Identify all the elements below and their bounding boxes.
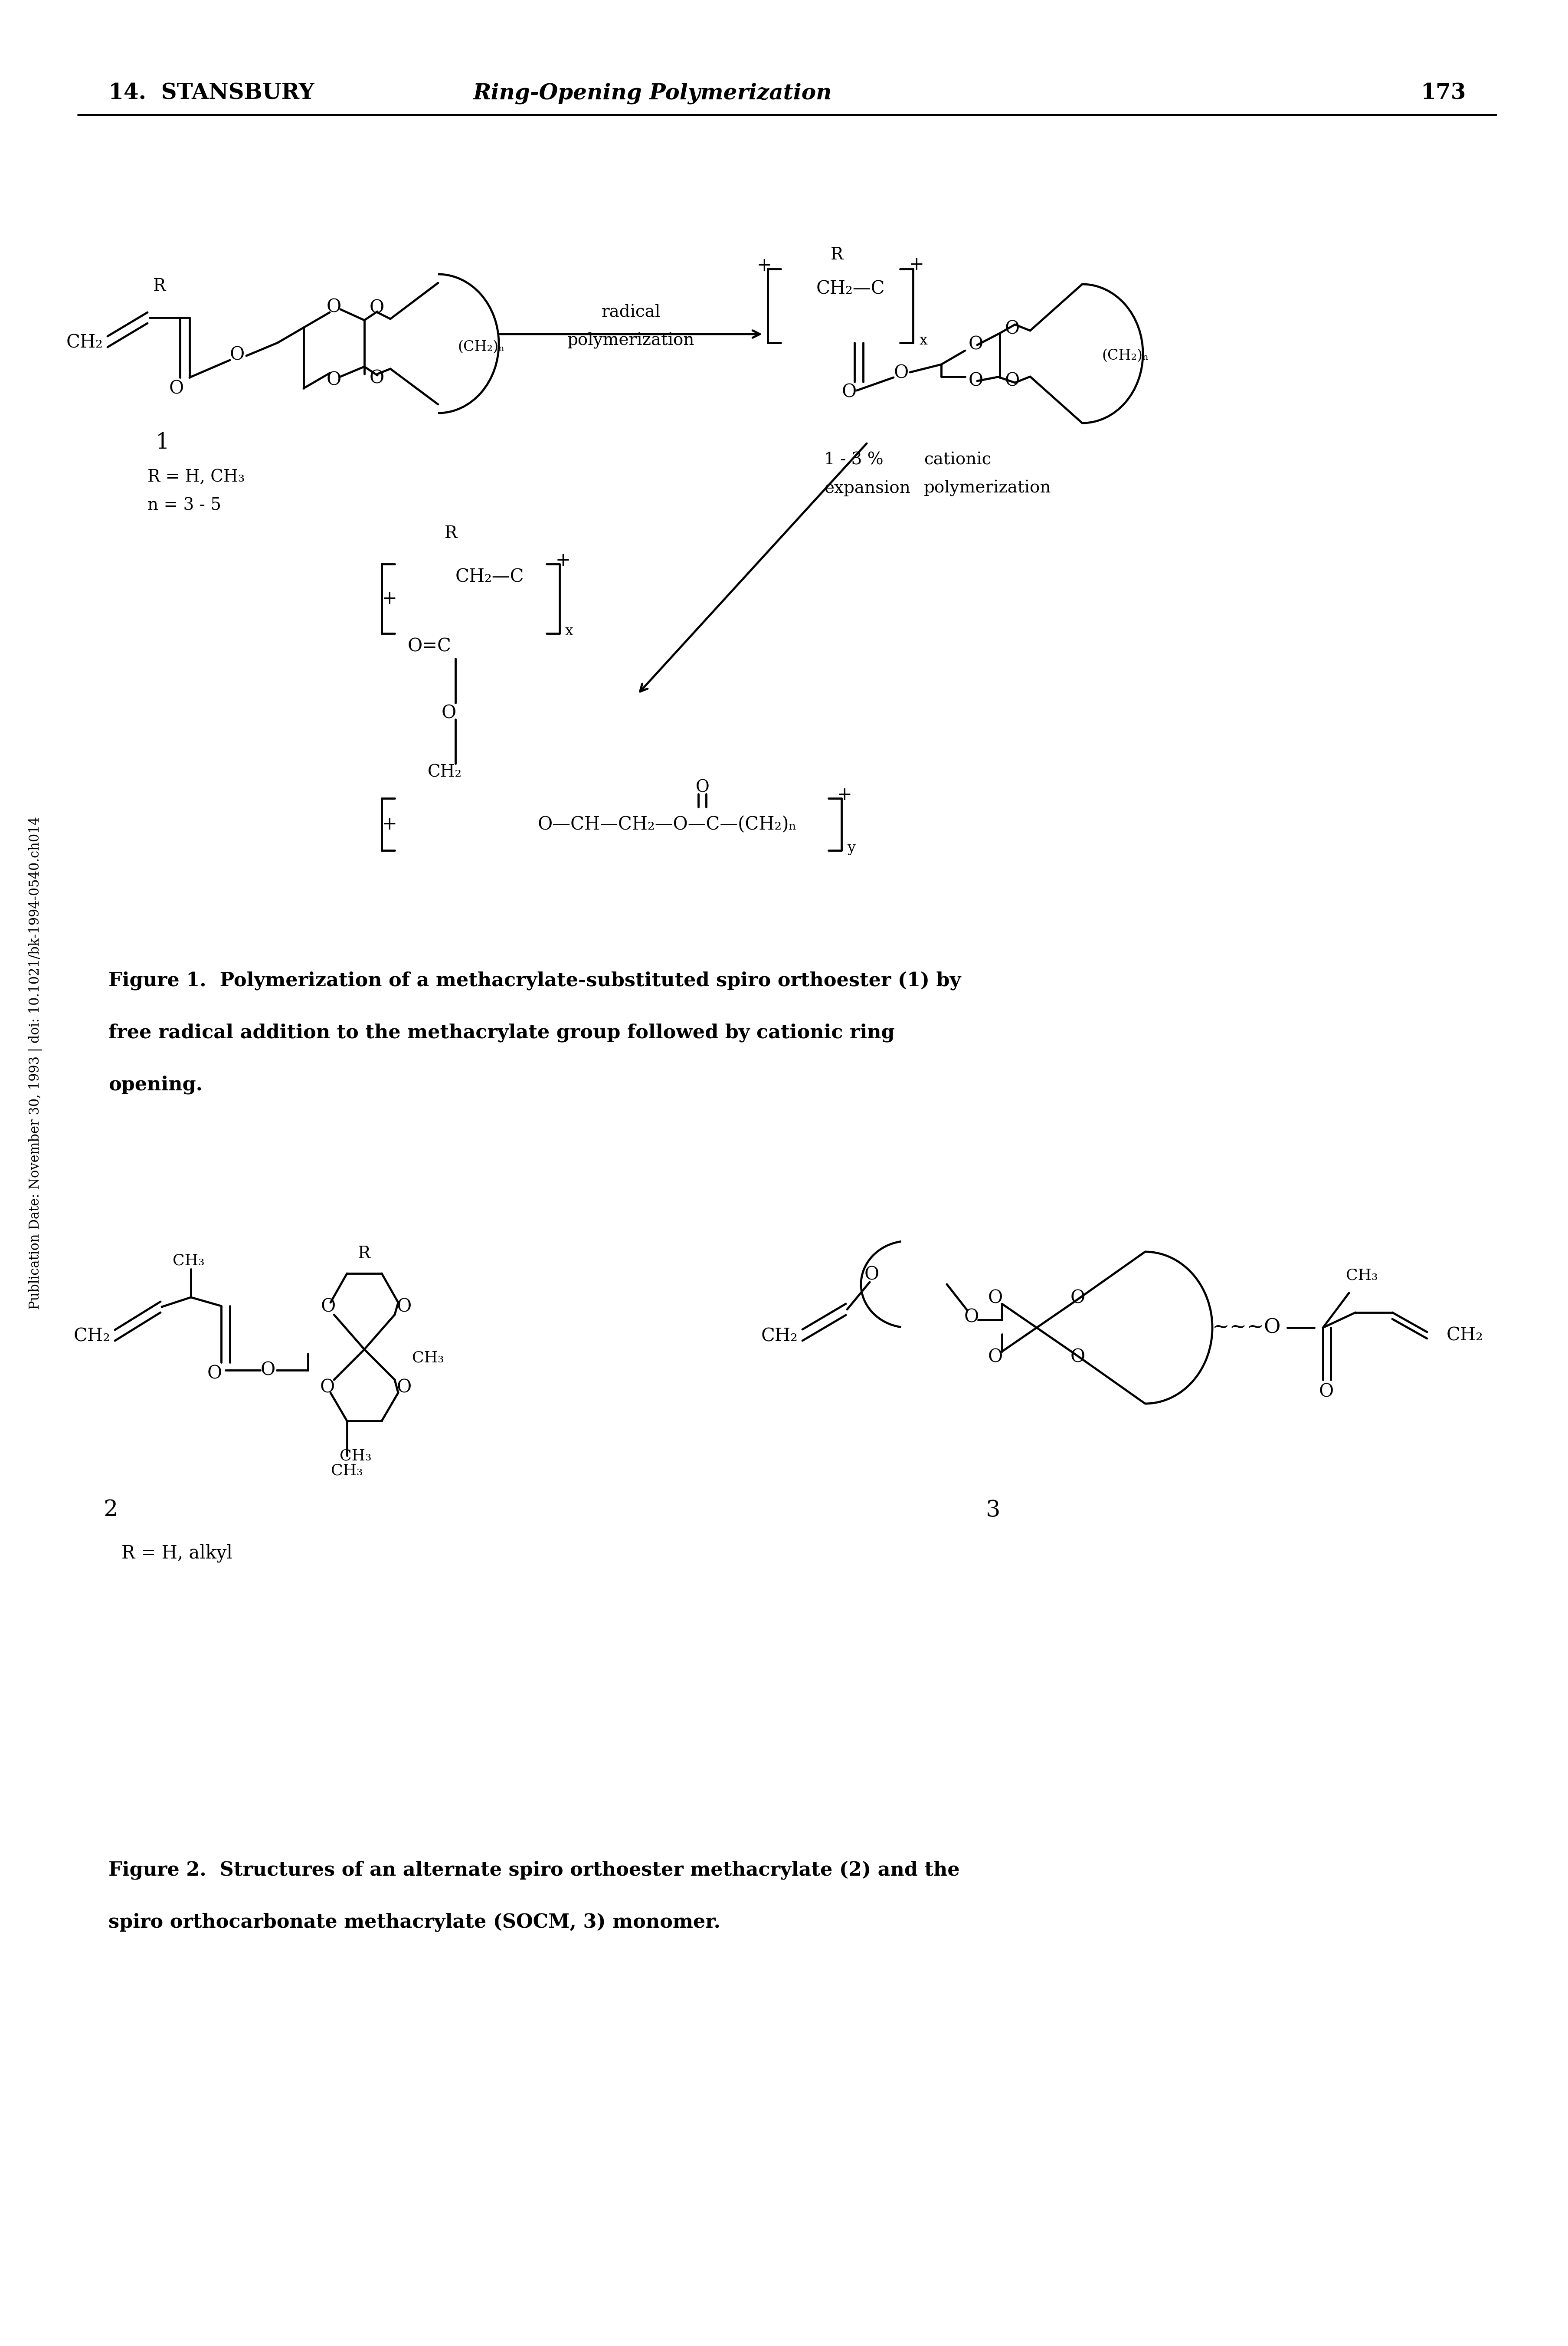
Text: O=C: O=C [408, 638, 452, 655]
Text: +: + [555, 551, 571, 570]
Text: x: x [919, 333, 927, 347]
Text: (CH₂)ₙ: (CH₂)ₙ [458, 340, 505, 354]
Text: 1 - 3 %: 1 - 3 % [823, 453, 883, 467]
Text: O: O [964, 1307, 978, 1325]
Text: O: O [842, 382, 856, 401]
Text: O: O [696, 779, 709, 795]
Text: CH₃: CH₃ [340, 1447, 372, 1464]
Text: CH₂: CH₂ [1446, 1325, 1483, 1344]
Text: CH₃: CH₃ [172, 1253, 204, 1267]
Text: free radical addition to the methacrylate group followed by cationic ring: free radical addition to the methacrylat… [108, 1023, 894, 1042]
Text: O: O [969, 335, 983, 354]
Text: y: y [847, 842, 855, 856]
Text: cationic: cationic [924, 453, 991, 467]
Text: 3: 3 [986, 1499, 1000, 1520]
Text: O: O [207, 1363, 223, 1382]
Text: expansion: expansion [823, 481, 909, 497]
Text: Publication Date: November 30, 1993 | doi: 10.1021/bk-1994-0540.ch014: Publication Date: November 30, 1993 | do… [28, 816, 42, 1309]
Text: +: + [383, 816, 397, 833]
Text: R = H, CH₃: R = H, CH₃ [147, 469, 245, 486]
Text: +: + [837, 786, 851, 805]
Text: O: O [397, 1379, 411, 1396]
Text: O: O [1005, 371, 1019, 389]
Text: O: O [321, 1297, 336, 1316]
Text: O: O [894, 364, 908, 382]
Text: O: O [169, 380, 183, 396]
Text: O: O [397, 1297, 411, 1316]
Text: O: O [1005, 319, 1019, 338]
Text: +: + [909, 256, 924, 274]
Text: n = 3 - 5: n = 3 - 5 [147, 497, 221, 514]
Text: R: R [154, 279, 166, 293]
Text: O: O [1069, 1288, 1085, 1307]
Text: polymerization: polymerization [568, 333, 695, 350]
Text: O: O [988, 1288, 1002, 1307]
Text: R: R [358, 1246, 370, 1262]
Text: +: + [756, 256, 771, 274]
Text: CH₃: CH₃ [412, 1351, 444, 1365]
Text: O: O [260, 1361, 276, 1379]
Text: R = H, alkyl: R = H, alkyl [121, 1544, 232, 1562]
Text: O: O [370, 298, 384, 317]
Text: 1: 1 [155, 432, 169, 453]
Text: Figure 2.  Structures of an alternate spiro orthoester methacrylate (2) and the: Figure 2. Structures of an alternate spi… [108, 1860, 960, 1879]
Text: CH₂—C: CH₂—C [455, 568, 524, 586]
Text: CH₂: CH₂ [74, 1328, 111, 1347]
Text: (CH₂)ₙ: (CH₂)ₙ [1101, 350, 1148, 364]
Text: O: O [969, 371, 983, 389]
Text: radical: radical [602, 305, 660, 321]
Text: O: O [326, 371, 342, 389]
Text: O: O [1069, 1349, 1085, 1365]
Text: ~~~O: ~~~O [1212, 1318, 1281, 1337]
Text: x: x [564, 624, 574, 638]
Text: 173: 173 [1421, 82, 1466, 103]
Text: 2: 2 [103, 1499, 118, 1520]
Text: O: O [988, 1349, 1002, 1365]
Text: +: + [383, 589, 397, 608]
Text: O—CH—CH₂—O—C—(CH₂)ₙ: O—CH—CH₂—O—C—(CH₂)ₙ [538, 816, 797, 833]
Text: CH₂: CH₂ [66, 333, 103, 352]
Text: spiro orthocarbonate methacrylate (SOCM, 3) monomer.: spiro orthocarbonate methacrylate (SOCM,… [108, 1912, 720, 1931]
Text: CH₃: CH₃ [1345, 1269, 1378, 1283]
Text: O: O [326, 298, 342, 317]
Text: CH₂: CH₂ [428, 765, 461, 781]
Text: O: O [441, 704, 456, 723]
Text: O: O [230, 345, 245, 364]
Text: CH₃: CH₃ [331, 1464, 362, 1478]
Text: O: O [1319, 1382, 1333, 1401]
Text: opening.: opening. [108, 1074, 202, 1093]
Text: polymerization: polymerization [924, 481, 1051, 497]
Text: R: R [831, 246, 844, 263]
Text: O: O [320, 1379, 336, 1396]
Text: R: R [445, 526, 458, 542]
Text: O: O [864, 1264, 880, 1283]
Text: CH₂: CH₂ [760, 1328, 798, 1347]
Text: Ring-Opening Polymerization: Ring-Opening Polymerization [472, 82, 831, 103]
Text: O: O [370, 368, 384, 387]
Text: Figure 1.  Polymerization of a methacrylate-substituted spiro orthoester (1) by: Figure 1. Polymerization of a methacryla… [108, 971, 961, 990]
Text: CH₂—C: CH₂—C [815, 279, 884, 298]
Text: 14.  STANSBURY: 14. STANSBURY [108, 82, 314, 103]
